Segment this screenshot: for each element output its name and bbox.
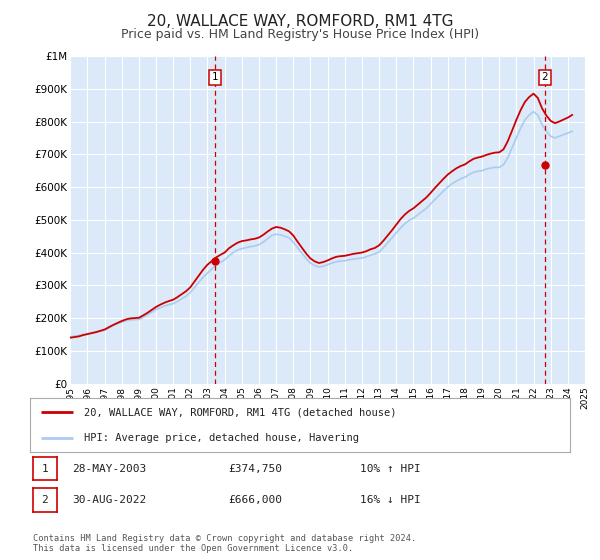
Text: 20, WALLACE WAY, ROMFORD, RM1 4TG (detached house): 20, WALLACE WAY, ROMFORD, RM1 4TG (detac… bbox=[84, 408, 397, 417]
Text: 2: 2 bbox=[41, 495, 49, 505]
Text: 2: 2 bbox=[542, 72, 548, 82]
Text: 30-AUG-2022: 30-AUG-2022 bbox=[72, 495, 146, 505]
Text: £374,750: £374,750 bbox=[228, 464, 282, 474]
Text: 1: 1 bbox=[211, 72, 218, 82]
Text: 16% ↓ HPI: 16% ↓ HPI bbox=[360, 495, 421, 505]
Text: 20, WALLACE WAY, ROMFORD, RM1 4TG: 20, WALLACE WAY, ROMFORD, RM1 4TG bbox=[147, 14, 453, 29]
Text: 1: 1 bbox=[41, 464, 49, 474]
Text: 10% ↑ HPI: 10% ↑ HPI bbox=[360, 464, 421, 474]
Text: £666,000: £666,000 bbox=[228, 495, 282, 505]
Text: 28-MAY-2003: 28-MAY-2003 bbox=[72, 464, 146, 474]
Text: Contains HM Land Registry data © Crown copyright and database right 2024.
This d: Contains HM Land Registry data © Crown c… bbox=[33, 534, 416, 553]
Text: Price paid vs. HM Land Registry's House Price Index (HPI): Price paid vs. HM Land Registry's House … bbox=[121, 28, 479, 41]
Text: HPI: Average price, detached house, Havering: HPI: Average price, detached house, Have… bbox=[84, 433, 359, 442]
